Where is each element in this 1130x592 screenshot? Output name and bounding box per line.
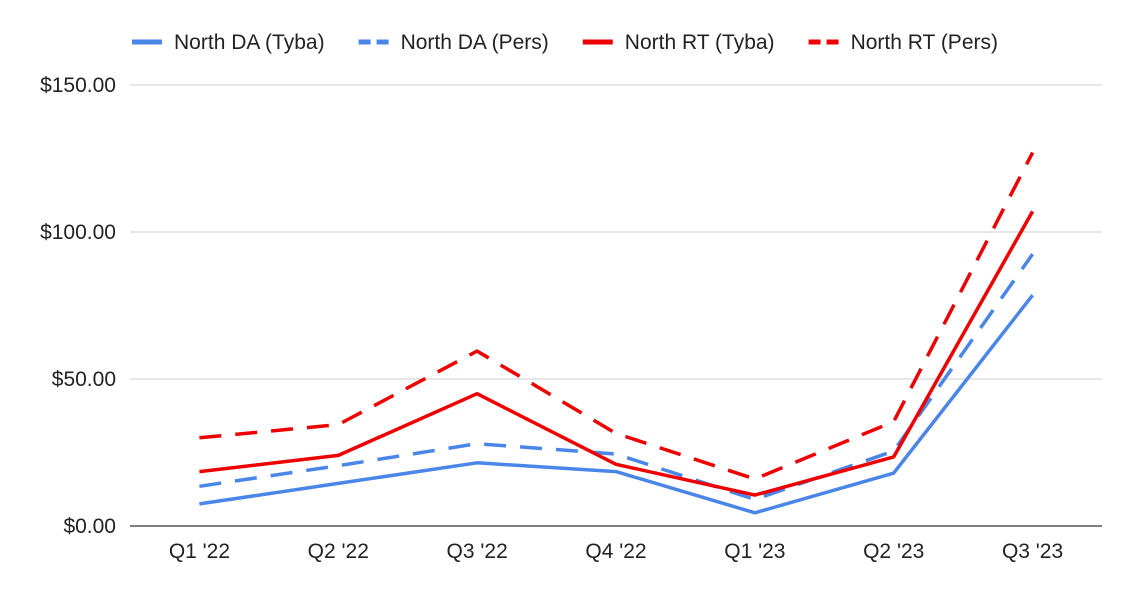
gridlines bbox=[130, 84, 1102, 527]
x-tick-label: Q2 '23 bbox=[863, 540, 924, 563]
chart-series bbox=[199, 151, 1035, 515]
y-axis-ticks: $0.00 $50.00 $100.00 $150.00 bbox=[40, 74, 116, 538]
x-tick-label: Q2 '22 bbox=[308, 540, 369, 563]
chart-legend: North DA (Tyba) North DA (Pers) North RT (… bbox=[132, 31, 998, 54]
legend-item-2: North DA (Pers) bbox=[358, 31, 549, 54]
y-tick-label: $0.00 bbox=[63, 515, 116, 538]
y-tick-label: $150.00 bbox=[40, 74, 116, 97]
legend-item-3: North RT (Tyba) bbox=[582, 31, 775, 54]
x-axis-ticks: Q1 '22 Q2 '22 Q3 '22 Q4 '22 Q1 '23 Q2 '23 Q3 '… bbox=[169, 540, 1063, 563]
x-tick-label: Q1 '22 bbox=[169, 540, 230, 563]
series-line-3 bbox=[199, 210, 1035, 497]
x-tick-label: Q1 '23 bbox=[724, 540, 785, 563]
y-tick-label: $50.00 bbox=[52, 368, 116, 391]
y-tick-label: $100.00 bbox=[40, 221, 116, 244]
legend-label: North RT (Pers) bbox=[851, 31, 998, 54]
series-line-1 bbox=[199, 294, 1034, 515]
legend-item-4: North RT (Pers) bbox=[808, 31, 998, 54]
legend-label: North RT (Tyba) bbox=[625, 31, 775, 54]
legend-label: North DA (Pers) bbox=[401, 31, 549, 54]
x-tick-label: Q3 '23 bbox=[1002, 540, 1063, 563]
x-tick-label: Q4 '22 bbox=[585, 540, 646, 563]
legend-item-1: North DA (Tyba) bbox=[132, 31, 325, 54]
x-tick-label: Q3 '22 bbox=[447, 540, 508, 563]
legend-label: North DA (Tyba) bbox=[174, 31, 325, 54]
